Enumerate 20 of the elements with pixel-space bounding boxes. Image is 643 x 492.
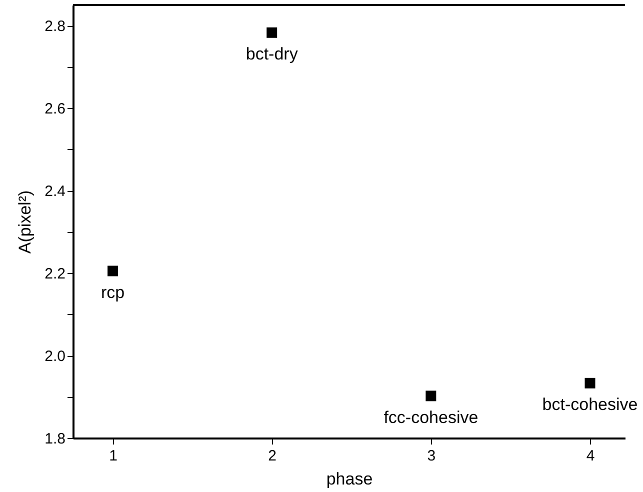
- point: [584, 378, 596, 388]
- x-tick-label: 4: [586, 448, 595, 464]
- point: [426, 390, 436, 402]
- x-axis-title: phase: [326, 470, 373, 488]
- point: [108, 266, 118, 276]
- annotation: bct-dry: [246, 44, 298, 64]
- y-tick-label: 2.0: [44, 348, 66, 366]
- x-tick-label: 3: [427, 448, 436, 464]
- y-tick-label: 2.2: [44, 266, 66, 283]
- annotation: fcc-cohesive: [384, 408, 478, 427]
- y-tick-label: 2.6: [44, 100, 66, 118]
- y-tick-label: 1.8: [44, 430, 66, 448]
- x-tick-label: 1: [109, 448, 118, 464]
- annotation: rcp: [100, 282, 125, 302]
- annotation: bct-cohesive: [542, 395, 638, 414]
- point: [266, 27, 278, 38]
- y-axis-title: A(pixel²): [16, 190, 35, 254]
- y-tick-label: 2.4: [44, 183, 66, 200]
- x-tick-label: 2: [268, 448, 277, 464]
- y-tick-label: 2.8: [44, 18, 66, 36]
